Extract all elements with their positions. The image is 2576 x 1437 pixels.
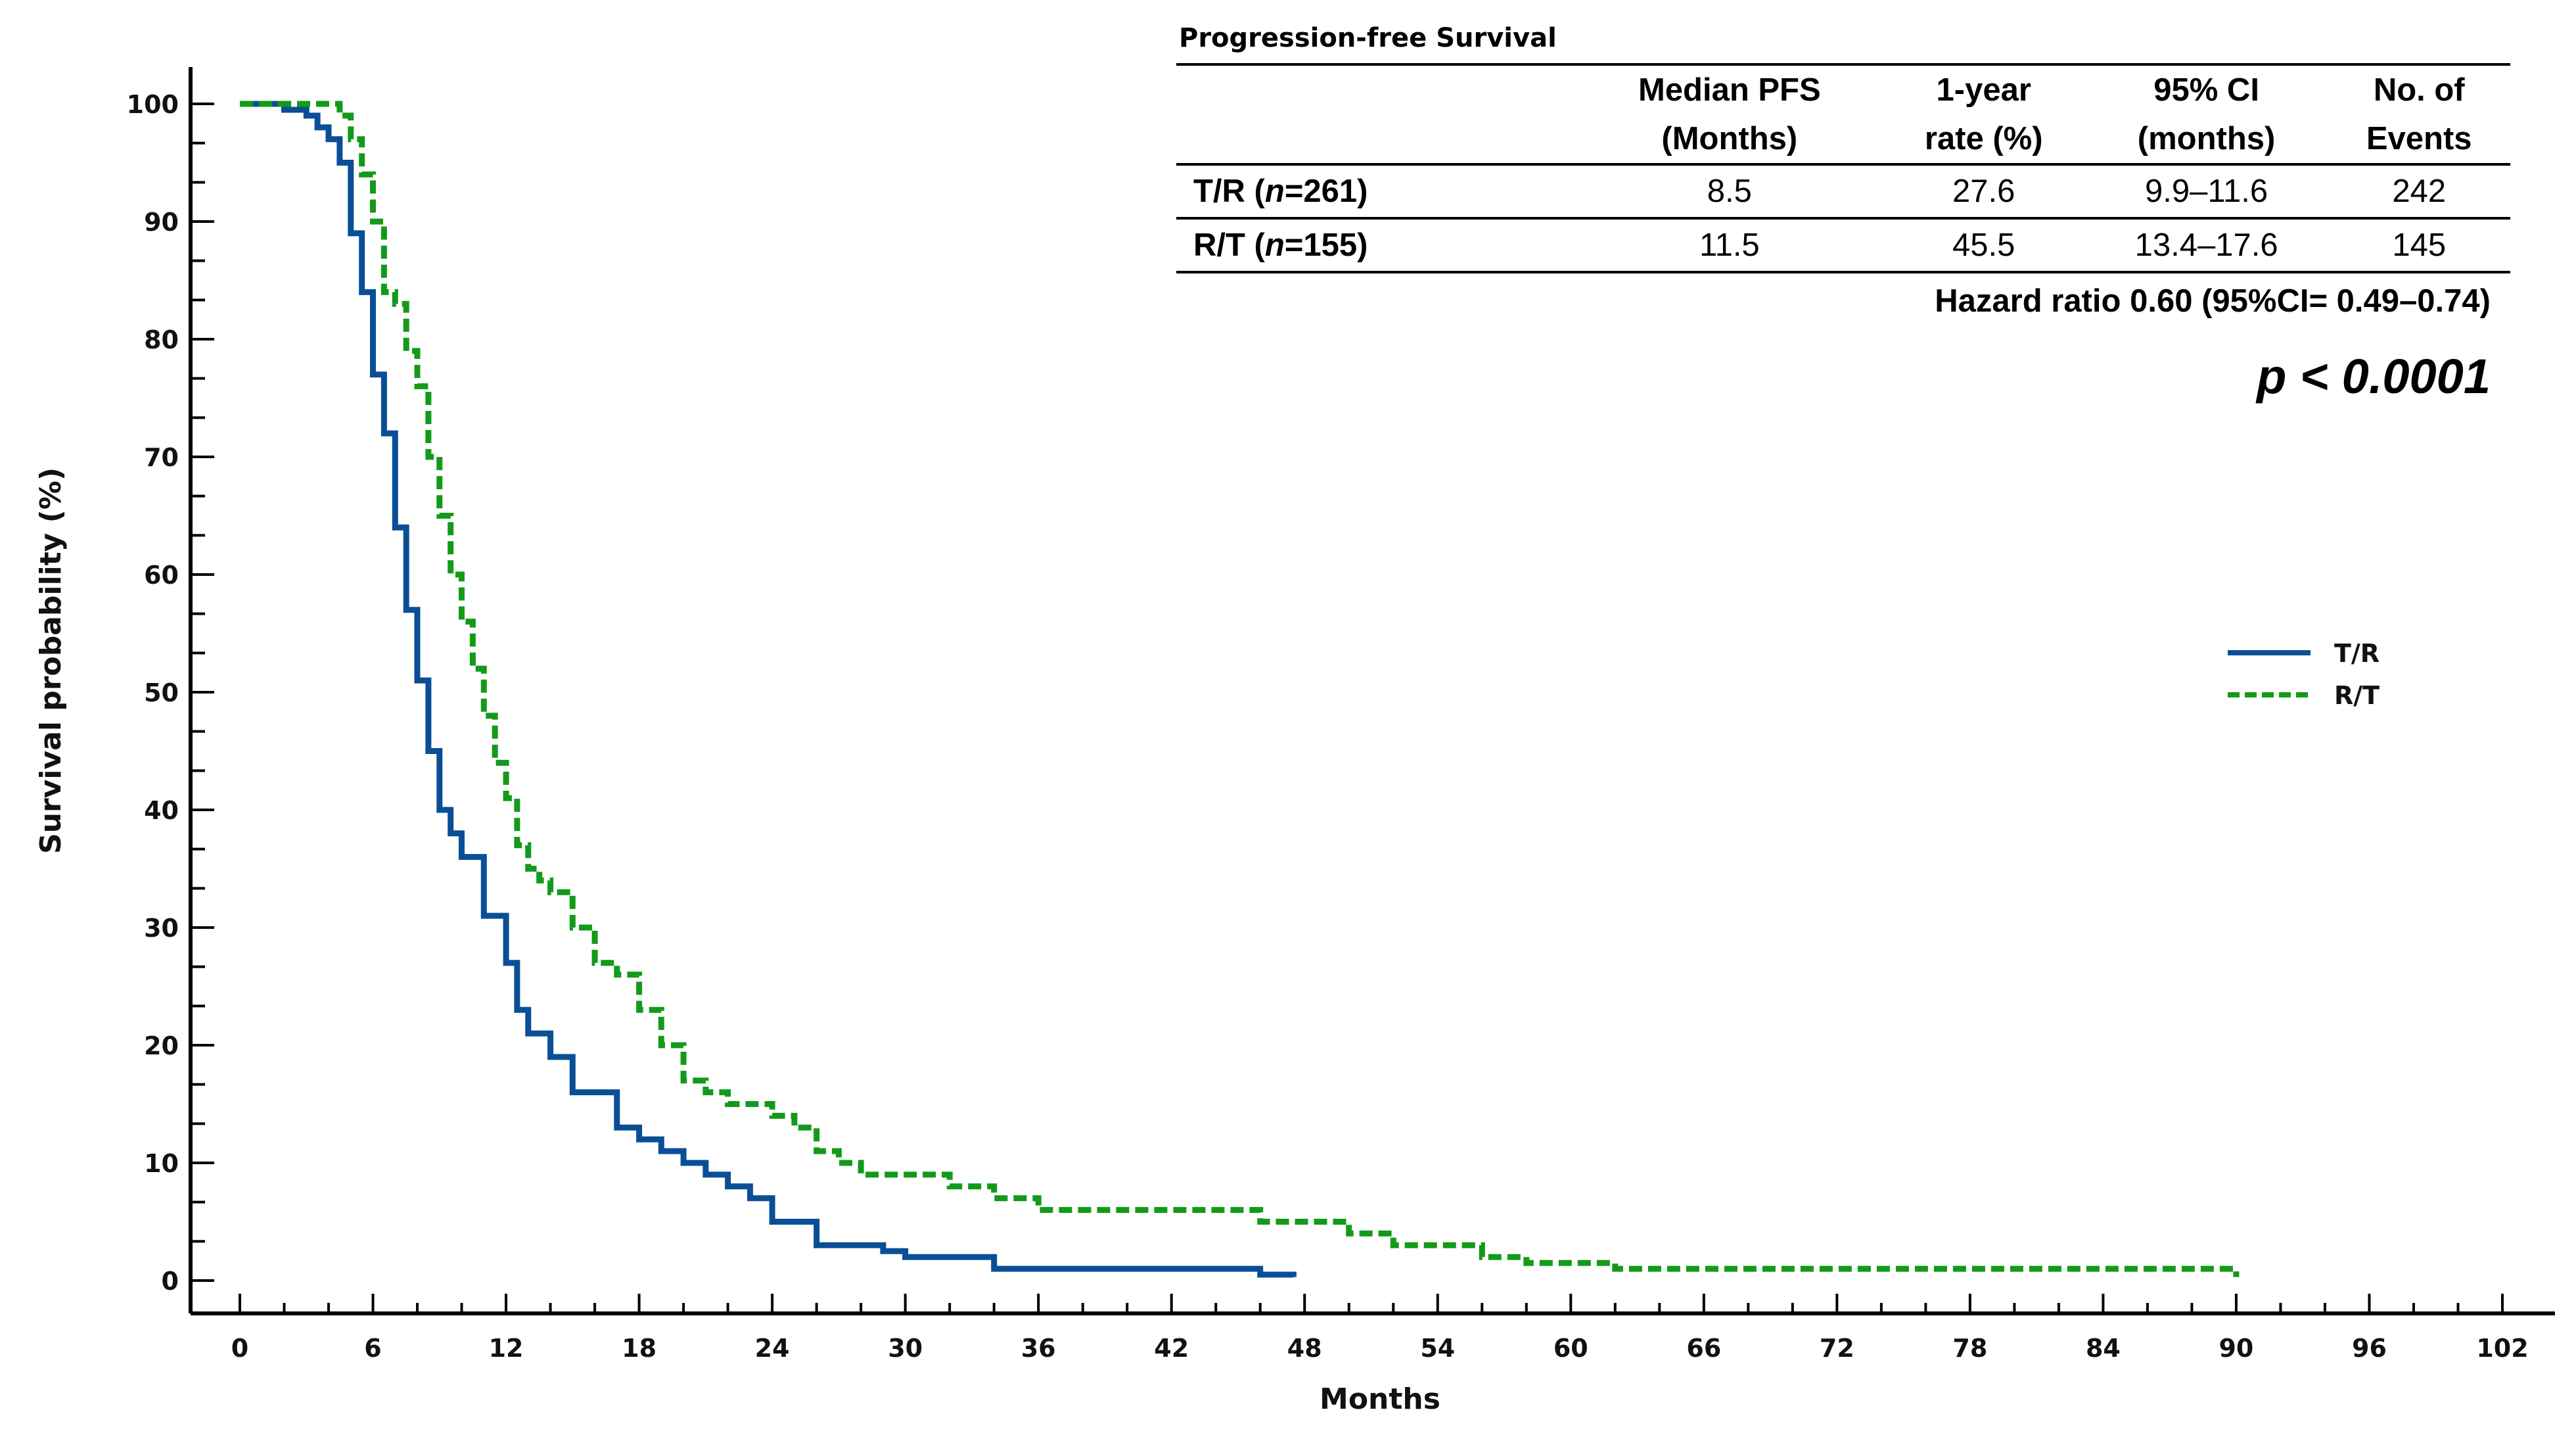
x-tick-label: 78 <box>1952 1334 1987 1363</box>
x-tick-label: 36 <box>1021 1334 1056 1363</box>
cell-median: 11.5 <box>1699 227 1760 263</box>
row-label: R/T (n=155) <box>1176 218 1576 272</box>
hazard-ratio: Hazard ratio 0.60 (95%CI= 0.49–0.74) <box>1935 283 2491 319</box>
header-line: Median PFS <box>1638 72 1821 108</box>
x-tick-label: 30 <box>888 1334 923 1363</box>
stats-header-blank <box>1176 64 1576 164</box>
series-layer <box>240 101 2240 1278</box>
header-line: (Months) <box>1661 121 1798 156</box>
x-tick-label: 66 <box>1686 1334 1721 1363</box>
x-tick-label: 6 <box>364 1334 381 1363</box>
cell-ci: 13.4–17.6 <box>2134 227 2278 263</box>
series-line-tr <box>240 101 1297 1278</box>
stats-header-events: No. of Events <box>2328 64 2510 164</box>
y-tick-label: 40 <box>144 796 179 825</box>
cell-median: 8.5 <box>1707 174 1752 209</box>
row-label-suffix: =155) <box>1284 227 1368 263</box>
tick-labels: 0 6 12 18 24 30 36 42 48 54 60 66 72 78 84 90 96 10201020… <box>127 90 2529 1363</box>
header-line: 95% CI <box>2153 72 2259 108</box>
stats-row-rt: R/T (n=155) 11.5 45.5 13.4–17.6 145 <box>1176 218 2510 272</box>
p-value: p < 0.0001 <box>2257 349 2491 404</box>
x-tick-label: 72 <box>1820 1334 1854 1363</box>
stats-title: Progression-free Survival <box>1179 23 1557 53</box>
y-tick-label: 30 <box>144 914 179 943</box>
y-tick-label: 50 <box>144 678 179 707</box>
y-tick-label: 100 <box>127 90 179 119</box>
x-tick-label: 54 <box>1420 1334 1455 1363</box>
row-label: T/R (n=261) <box>1176 164 1576 218</box>
header-line: Events <box>2366 121 2472 156</box>
stats-header-1yr: 1-year rate (%) <box>1883 64 2085 164</box>
y-tick-label: 10 <box>144 1149 179 1178</box>
y-tick-label: 80 <box>144 325 179 354</box>
header-line: No. of <box>2373 72 2465 108</box>
stats-header-row: Median PFS (Months) 1-year rate (%) 95% … <box>1176 64 2510 164</box>
stats-header-ci: 95% CI (months) <box>2085 64 2328 164</box>
x-tick-label: 90 <box>2219 1334 2253 1363</box>
stats-row-tr: T/R (n=261) 8.5 27.6 9.9–11.6 242 <box>1176 164 2510 218</box>
x-tick-label: 48 <box>1287 1334 1322 1363</box>
stats-header-median: Median PFS (Months) <box>1576 64 1883 164</box>
axis-ticks <box>191 103 2504 1313</box>
cell-events: 145 <box>2392 227 2447 263</box>
y-tick-label: 20 <box>144 1031 179 1060</box>
x-tick-label: 24 <box>755 1334 790 1363</box>
cell-1yr: 45.5 <box>1952 227 2015 263</box>
x-axis-title: Months <box>1320 1382 1440 1416</box>
x-tick-label: 60 <box>1553 1334 1588 1363</box>
x-tick-label: 102 <box>2476 1334 2528 1363</box>
header-line: (months) <box>2137 121 2276 156</box>
legend-label: R/T <box>2334 681 2380 710</box>
x-tick-label: 12 <box>489 1334 524 1363</box>
x-tick-label: 0 <box>231 1334 248 1363</box>
y-tick-label: 90 <box>144 208 179 237</box>
x-tick-label: 42 <box>1154 1334 1189 1363</box>
cell-events: 242 <box>2392 174 2447 209</box>
row-label-suffix: =261) <box>1284 174 1368 209</box>
y-tick-label: 60 <box>144 561 179 590</box>
stats-table: Median PFS (Months) 1-year rate (%) 95% … <box>1176 63 2510 273</box>
axes <box>189 67 2555 1315</box>
y-tick-label: 0 <box>162 1267 179 1296</box>
series-line-rt <box>240 101 2240 1277</box>
header-line: rate (%) <box>1924 121 2043 156</box>
row-label-n: n <box>1264 227 1285 263</box>
y-tick-label: 70 <box>144 443 179 472</box>
y-axis-title: Survival probability (%) <box>34 467 68 854</box>
cell-1yr: 27.6 <box>1952 174 2015 209</box>
stats-panel: Progression-free Survival Median PFS (Mo… <box>1176 20 2510 404</box>
cell-ci: 9.9–11.6 <box>2145 174 2268 209</box>
header-line: 1-year <box>1936 72 2031 108</box>
legend-label: T/R <box>2334 639 2380 668</box>
x-tick-label: 84 <box>2086 1334 2121 1363</box>
row-label-n: n <box>1264 174 1285 209</box>
x-tick-label: 18 <box>622 1334 656 1363</box>
row-label-prefix: T/R ( <box>1193 174 1265 209</box>
x-tick-label: 96 <box>2352 1334 2387 1363</box>
legend: T/R R/T <box>2228 639 2380 710</box>
row-label-prefix: R/T ( <box>1193 227 1265 263</box>
